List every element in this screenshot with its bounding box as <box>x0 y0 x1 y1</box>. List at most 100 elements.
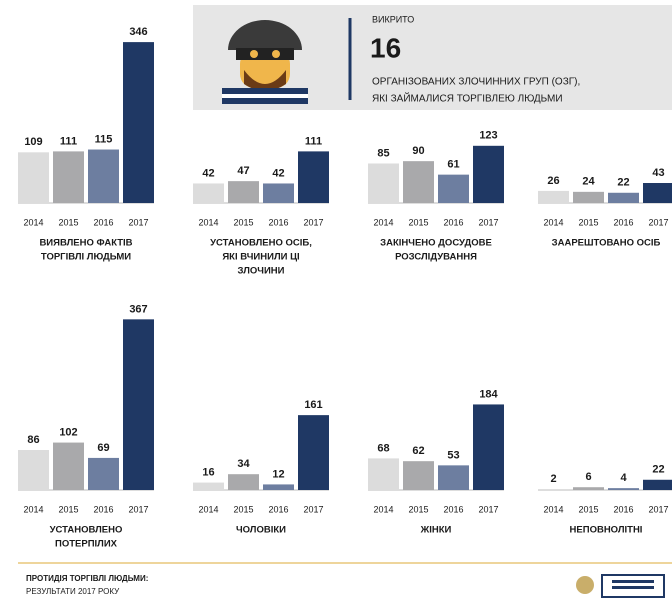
header-line: ЯКІ ЗАЙМАЛИСЯ ТОРГІВЛЕЮ ЛЮДЬМИ <box>372 92 563 105</box>
bar <box>643 480 672 490</box>
value-label: 2 <box>550 473 556 485</box>
value-label: 16 <box>202 466 214 478</box>
chart-title: ЖІНКИ <box>420 525 452 536</box>
chart-title: УСТАНОВЛЕНО ОСІБ, <box>210 238 312 249</box>
value-label: 42 <box>272 167 284 179</box>
value-label: 42 <box>202 167 214 179</box>
value-label: 90 <box>412 145 424 157</box>
value-label: 111 <box>60 135 77 147</box>
x-tick-label: 2014 <box>198 217 218 227</box>
value-label: 85 <box>377 147 389 159</box>
header-line: ОРГАНІЗОВАНИХ ЗЛОЧИННИХ ГРУП (ОЗГ), <box>372 77 580 88</box>
value-label: 53 <box>447 449 459 461</box>
value-label: 102 <box>59 426 77 438</box>
x-tick-label: 2017 <box>648 504 668 514</box>
bar <box>368 458 399 490</box>
bar <box>298 415 329 490</box>
x-tick-label: 2016 <box>613 504 633 514</box>
bar <box>403 461 434 490</box>
x-tick-label: 2017 <box>648 217 668 227</box>
value-label: 6 <box>585 471 591 483</box>
bar <box>473 146 504 203</box>
x-tick-label: 2016 <box>268 504 288 514</box>
value-label: 346 <box>129 26 147 38</box>
value-label: 184 <box>479 388 498 400</box>
footer-line: ПРОТИДІЯ ТОРГІВЛІ ЛЮДЬМИ: <box>26 574 148 583</box>
x-tick-label: 2017 <box>303 217 323 227</box>
x-tick-label: 2017 <box>128 217 148 227</box>
chart-title: ЗЛОЧИНИ <box>238 266 285 277</box>
value-label: 123 <box>479 130 497 142</box>
value-label: 86 <box>27 434 39 446</box>
x-tick-label: 2017 <box>478 504 498 514</box>
x-tick-label: 2014 <box>373 217 393 227</box>
x-tick-label: 2015 <box>233 504 253 514</box>
value-label: 161 <box>304 399 322 411</box>
bar <box>53 151 84 203</box>
value-label: 111 <box>305 135 322 147</box>
x-tick-label: 2017 <box>478 217 498 227</box>
bar <box>368 163 399 203</box>
bar <box>193 183 224 203</box>
x-tick-label: 2015 <box>58 504 78 514</box>
value-label: 22 <box>617 177 629 189</box>
bar <box>263 484 294 490</box>
bar <box>473 404 504 490</box>
bar <box>438 465 469 490</box>
chart-title: РОЗСЛІДУВАННЯ <box>395 252 477 263</box>
bar <box>123 42 154 203</box>
bar <box>53 443 84 490</box>
header-label: ВИКРИТО <box>372 14 414 24</box>
chart-title: НЕПОВНОЛІТНІ <box>570 525 643 536</box>
bar <box>573 487 604 490</box>
footer-logos <box>576 575 664 597</box>
value-label: 61 <box>447 159 459 171</box>
bar <box>228 181 259 203</box>
bar <box>123 319 154 490</box>
x-tick-label: 2014 <box>23 217 43 227</box>
bar <box>643 183 672 203</box>
x-tick-label: 2015 <box>233 217 253 227</box>
value-label: 4 <box>620 472 627 484</box>
header-count: 16 <box>370 32 401 63</box>
value-label: 115 <box>95 133 113 145</box>
value-label: 22 <box>652 464 664 476</box>
bar <box>573 192 604 203</box>
x-tick-label: 2015 <box>578 217 598 227</box>
value-label: 367 <box>129 303 147 315</box>
chart-title: ЯКІ ВЧИНИЛИ ЦІ <box>222 252 299 263</box>
x-tick-label: 2016 <box>93 504 113 514</box>
x-tick-label: 2014 <box>543 217 563 227</box>
value-label: 109 <box>24 136 42 148</box>
x-tick-label: 2014 <box>198 504 218 514</box>
value-label: 34 <box>237 458 250 470</box>
chart-title: ЧОЛОВІКИ <box>236 525 286 536</box>
bar <box>263 183 294 203</box>
x-tick-label: 2014 <box>543 504 563 514</box>
chart-title: ЗАКІНЧЕНО ДОСУДОВЕ <box>380 238 492 249</box>
x-tick-label: 2016 <box>443 217 463 227</box>
bar <box>608 488 639 490</box>
chart-title: ВИЯВЛЕНО ФАКТІВ <box>39 238 132 249</box>
x-tick-label: 2017 <box>303 504 323 514</box>
x-tick-label: 2016 <box>443 504 463 514</box>
bar <box>193 483 224 490</box>
value-label: 69 <box>97 442 109 454</box>
bar <box>608 193 639 203</box>
bar <box>18 152 49 203</box>
value-label: 62 <box>412 445 424 457</box>
bar <box>438 175 469 203</box>
footer-line: РЕЗУЛЬТАТИ 2017 РОКУ <box>26 587 120 596</box>
x-tick-label: 2015 <box>408 504 428 514</box>
x-tick-label: 2016 <box>613 217 633 227</box>
value-label: 43 <box>652 167 664 179</box>
x-tick-label: 2014 <box>23 504 43 514</box>
x-tick-label: 2016 <box>93 217 113 227</box>
x-tick-label: 2017 <box>128 504 148 514</box>
value-label: 12 <box>272 468 284 480</box>
bar <box>298 151 329 203</box>
chart-title: ТОРГІВЛІ ЛЮДЬМИ <box>41 252 131 263</box>
value-label: 68 <box>377 442 389 454</box>
bar <box>18 450 49 490</box>
x-tick-label: 2015 <box>578 504 598 514</box>
